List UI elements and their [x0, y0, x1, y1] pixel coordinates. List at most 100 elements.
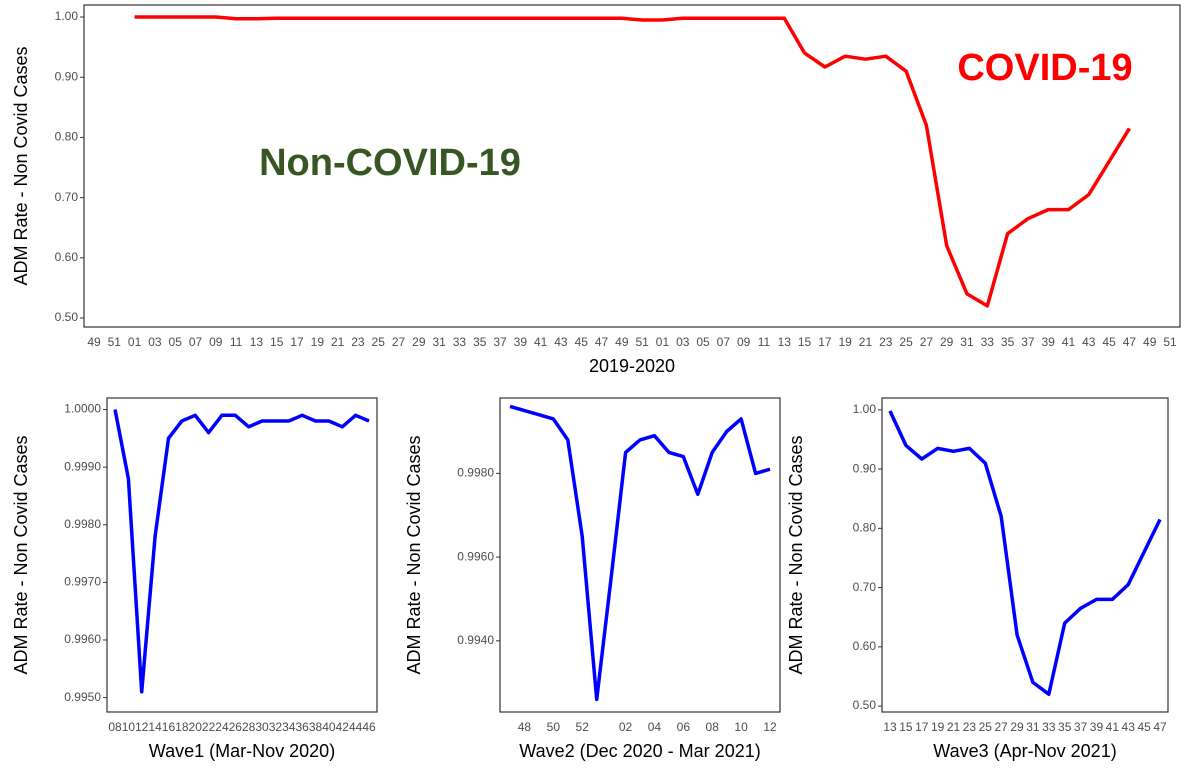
x-tick-label: 41	[1106, 720, 1120, 734]
plot-frame	[499, 397, 781, 713]
x-tick-label: 37	[1021, 335, 1035, 349]
y-axis-title: ADM Rate - Non Covid Cases	[11, 435, 31, 674]
x-tick-label: 49	[615, 335, 629, 349]
x-tick-label: 07	[717, 335, 731, 349]
x-tick-label: 37	[1074, 720, 1088, 734]
x-tick-label: 45	[1137, 720, 1151, 734]
x-tick-label: 38	[309, 720, 323, 734]
y-tick-label: 0.50	[853, 698, 877, 712]
x-tick-label: 34	[282, 720, 296, 734]
y-tick-label: 0.9960	[64, 632, 101, 646]
x-tick-label: 46	[362, 720, 376, 734]
x-tick-label: 41	[534, 335, 548, 349]
x-tick-label: 23	[879, 335, 893, 349]
x-tick-label: 27	[920, 335, 934, 349]
x-tick-label: 02	[619, 720, 633, 734]
y-axis-title: ADM Rate - Non Covid Cases	[404, 435, 424, 674]
y-tick-label: 0.90	[55, 69, 79, 83]
x-tick-label: 30	[255, 720, 269, 734]
x-tick-label: 41	[1062, 335, 1076, 349]
x-tick-label: 03	[676, 335, 690, 349]
y-tick-label: 0.9990	[64, 459, 101, 473]
x-tick-label: 07	[189, 335, 203, 349]
x-tick-label: 45	[1102, 335, 1116, 349]
x-tick-label: 29	[412, 335, 426, 349]
data-line	[509, 404, 771, 702]
x-tick-label: 23	[351, 335, 365, 349]
plot-frame	[83, 4, 1181, 328]
x-tick-label: 22	[202, 720, 216, 734]
x-tick-label: 25	[372, 335, 386, 349]
x-tick-label: 03	[148, 335, 162, 349]
x-tick-label: 16	[162, 720, 176, 734]
x-tick-label: 21	[859, 335, 873, 349]
x-tick-label: 24	[215, 720, 229, 734]
data-line	[113, 409, 370, 694]
y-tick-label: 0.70	[853, 580, 877, 594]
x-tick-label: 43	[1082, 335, 1096, 349]
x-axis-title: Wave3 (Apr-Nov 2021)	[933, 741, 1116, 761]
y-tick-label: 1.00	[853, 402, 877, 416]
x-tick-label: 42	[336, 720, 350, 734]
data-line	[888, 410, 1162, 696]
y-tick-label: 1.0000	[64, 402, 101, 416]
x-tick-label: 19	[931, 720, 945, 734]
x-tick-label: 01	[656, 335, 670, 349]
x-tick-label: 27	[392, 335, 406, 349]
x-tick-label: 47	[1153, 720, 1167, 734]
annotation: Non-COVID-19	[259, 142, 521, 184]
x-tick-label: 25	[979, 720, 993, 734]
x-tick-label: 12	[763, 720, 777, 734]
x-tick-label: 35	[1001, 335, 1015, 349]
x-tick-label: 21	[331, 335, 345, 349]
x-tick-label: 26	[229, 720, 243, 734]
plot-frame	[106, 397, 378, 713]
x-axis-title: 2019-2020	[589, 356, 675, 376]
y-tick-label: 0.9980	[457, 466, 494, 480]
data-line	[134, 15, 1131, 308]
x-tick-label: 51	[108, 335, 122, 349]
plot-frame	[881, 397, 1169, 713]
x-tick-label: 01	[128, 335, 142, 349]
x-tick-label: 28	[242, 720, 256, 734]
x-tick-label: 09	[209, 335, 223, 349]
y-tick-label: 0.9980	[64, 517, 101, 531]
y-axis-title: ADM Rate - Non Covid Cases	[11, 46, 31, 285]
x-tick-label: 09	[737, 335, 751, 349]
x-tick-label: 37	[493, 335, 507, 349]
x-tick-label: 27	[994, 720, 1008, 734]
x-tick-label: 11	[758, 335, 771, 349]
x-tick-label: 21	[947, 720, 961, 734]
x-tick-label: 36	[295, 720, 309, 734]
x-tick-label: 51	[1163, 335, 1177, 349]
x-tick-label: 12	[135, 720, 149, 734]
x-tick-label: 05	[169, 335, 183, 349]
x-tick-label: 43	[1122, 720, 1136, 734]
y-tick-label: 1.00	[55, 9, 79, 23]
annotation: COVID-19	[957, 47, 1132, 89]
x-tick-label: 47	[595, 335, 609, 349]
x-tick-label: 23	[963, 720, 977, 734]
x-tick-label: 13	[250, 335, 264, 349]
x-tick-label: 35	[1058, 720, 1072, 734]
x-tick-label: 05	[696, 335, 710, 349]
y-tick-label: 0.60	[55, 250, 79, 264]
x-tick-label: 04	[648, 720, 662, 734]
x-tick-label: 19	[838, 335, 852, 349]
x-tick-label: 43	[554, 335, 568, 349]
x-tick-label: 47	[1123, 335, 1137, 349]
y-tick-label: 0.9960	[457, 549, 494, 563]
x-tick-label: 39	[514, 335, 528, 349]
y-tick-label: 0.50	[55, 310, 79, 324]
x-tick-label: 51	[635, 335, 649, 349]
x-tick-label: 14	[148, 720, 162, 734]
x-tick-label: 40	[322, 720, 336, 734]
x-tick-label: 33	[453, 335, 467, 349]
x-tick-label: 13	[778, 335, 792, 349]
x-tick-label: 10	[734, 720, 748, 734]
x-tick-label: 20	[189, 720, 203, 734]
x-tick-label: 45	[575, 335, 589, 349]
x-tick-label: 49	[1143, 335, 1157, 349]
x-tick-label: 48	[518, 720, 532, 734]
x-tick-label: 08	[108, 720, 122, 734]
